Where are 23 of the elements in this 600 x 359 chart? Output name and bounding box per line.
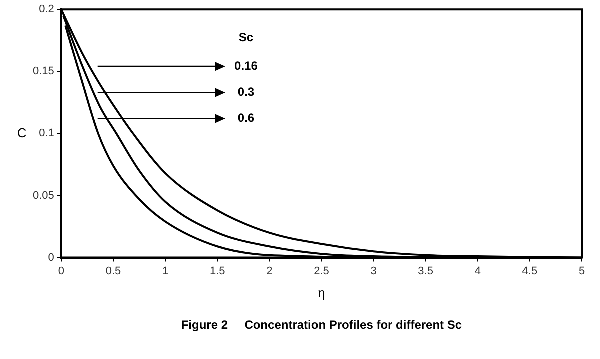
x-tick-label: 3	[370, 265, 377, 278]
x-tick-label: 1.5	[210, 265, 226, 278]
legend-label: 0.6	[238, 111, 255, 126]
x-axis-title: η	[318, 285, 326, 300]
text: Figure 2 Concentration Profiles for different Sc	[181, 318, 462, 332]
x-tick-label: 5	[578, 265, 586, 278]
legend-label: 0.16	[234, 59, 258, 73]
y-axis-title: C	[17, 125, 27, 140]
x-tick-label: 2.5	[314, 265, 330, 278]
x-tick-label: 4	[474, 265, 481, 278]
y-tick-label: 0.15	[32, 66, 54, 78]
x-tick-label: 2	[266, 265, 273, 278]
y-tick-label: 0.05	[32, 190, 54, 202]
x-tick-label: 1	[162, 265, 169, 278]
x-tick-label: 0	[58, 265, 64, 278]
x-tick-label: 0.5	[106, 265, 122, 278]
x-tick-label: 4.5	[522, 265, 538, 278]
x-tick-label: 3.5	[418, 265, 434, 278]
legend-label: 0.3	[238, 85, 255, 100]
y-tick-label: 0	[48, 252, 54, 264]
y-tick-label: 0.1	[39, 128, 54, 140]
legend-title: Sc	[238, 30, 254, 44]
y-tick-label: 0.2	[39, 4, 54, 16]
